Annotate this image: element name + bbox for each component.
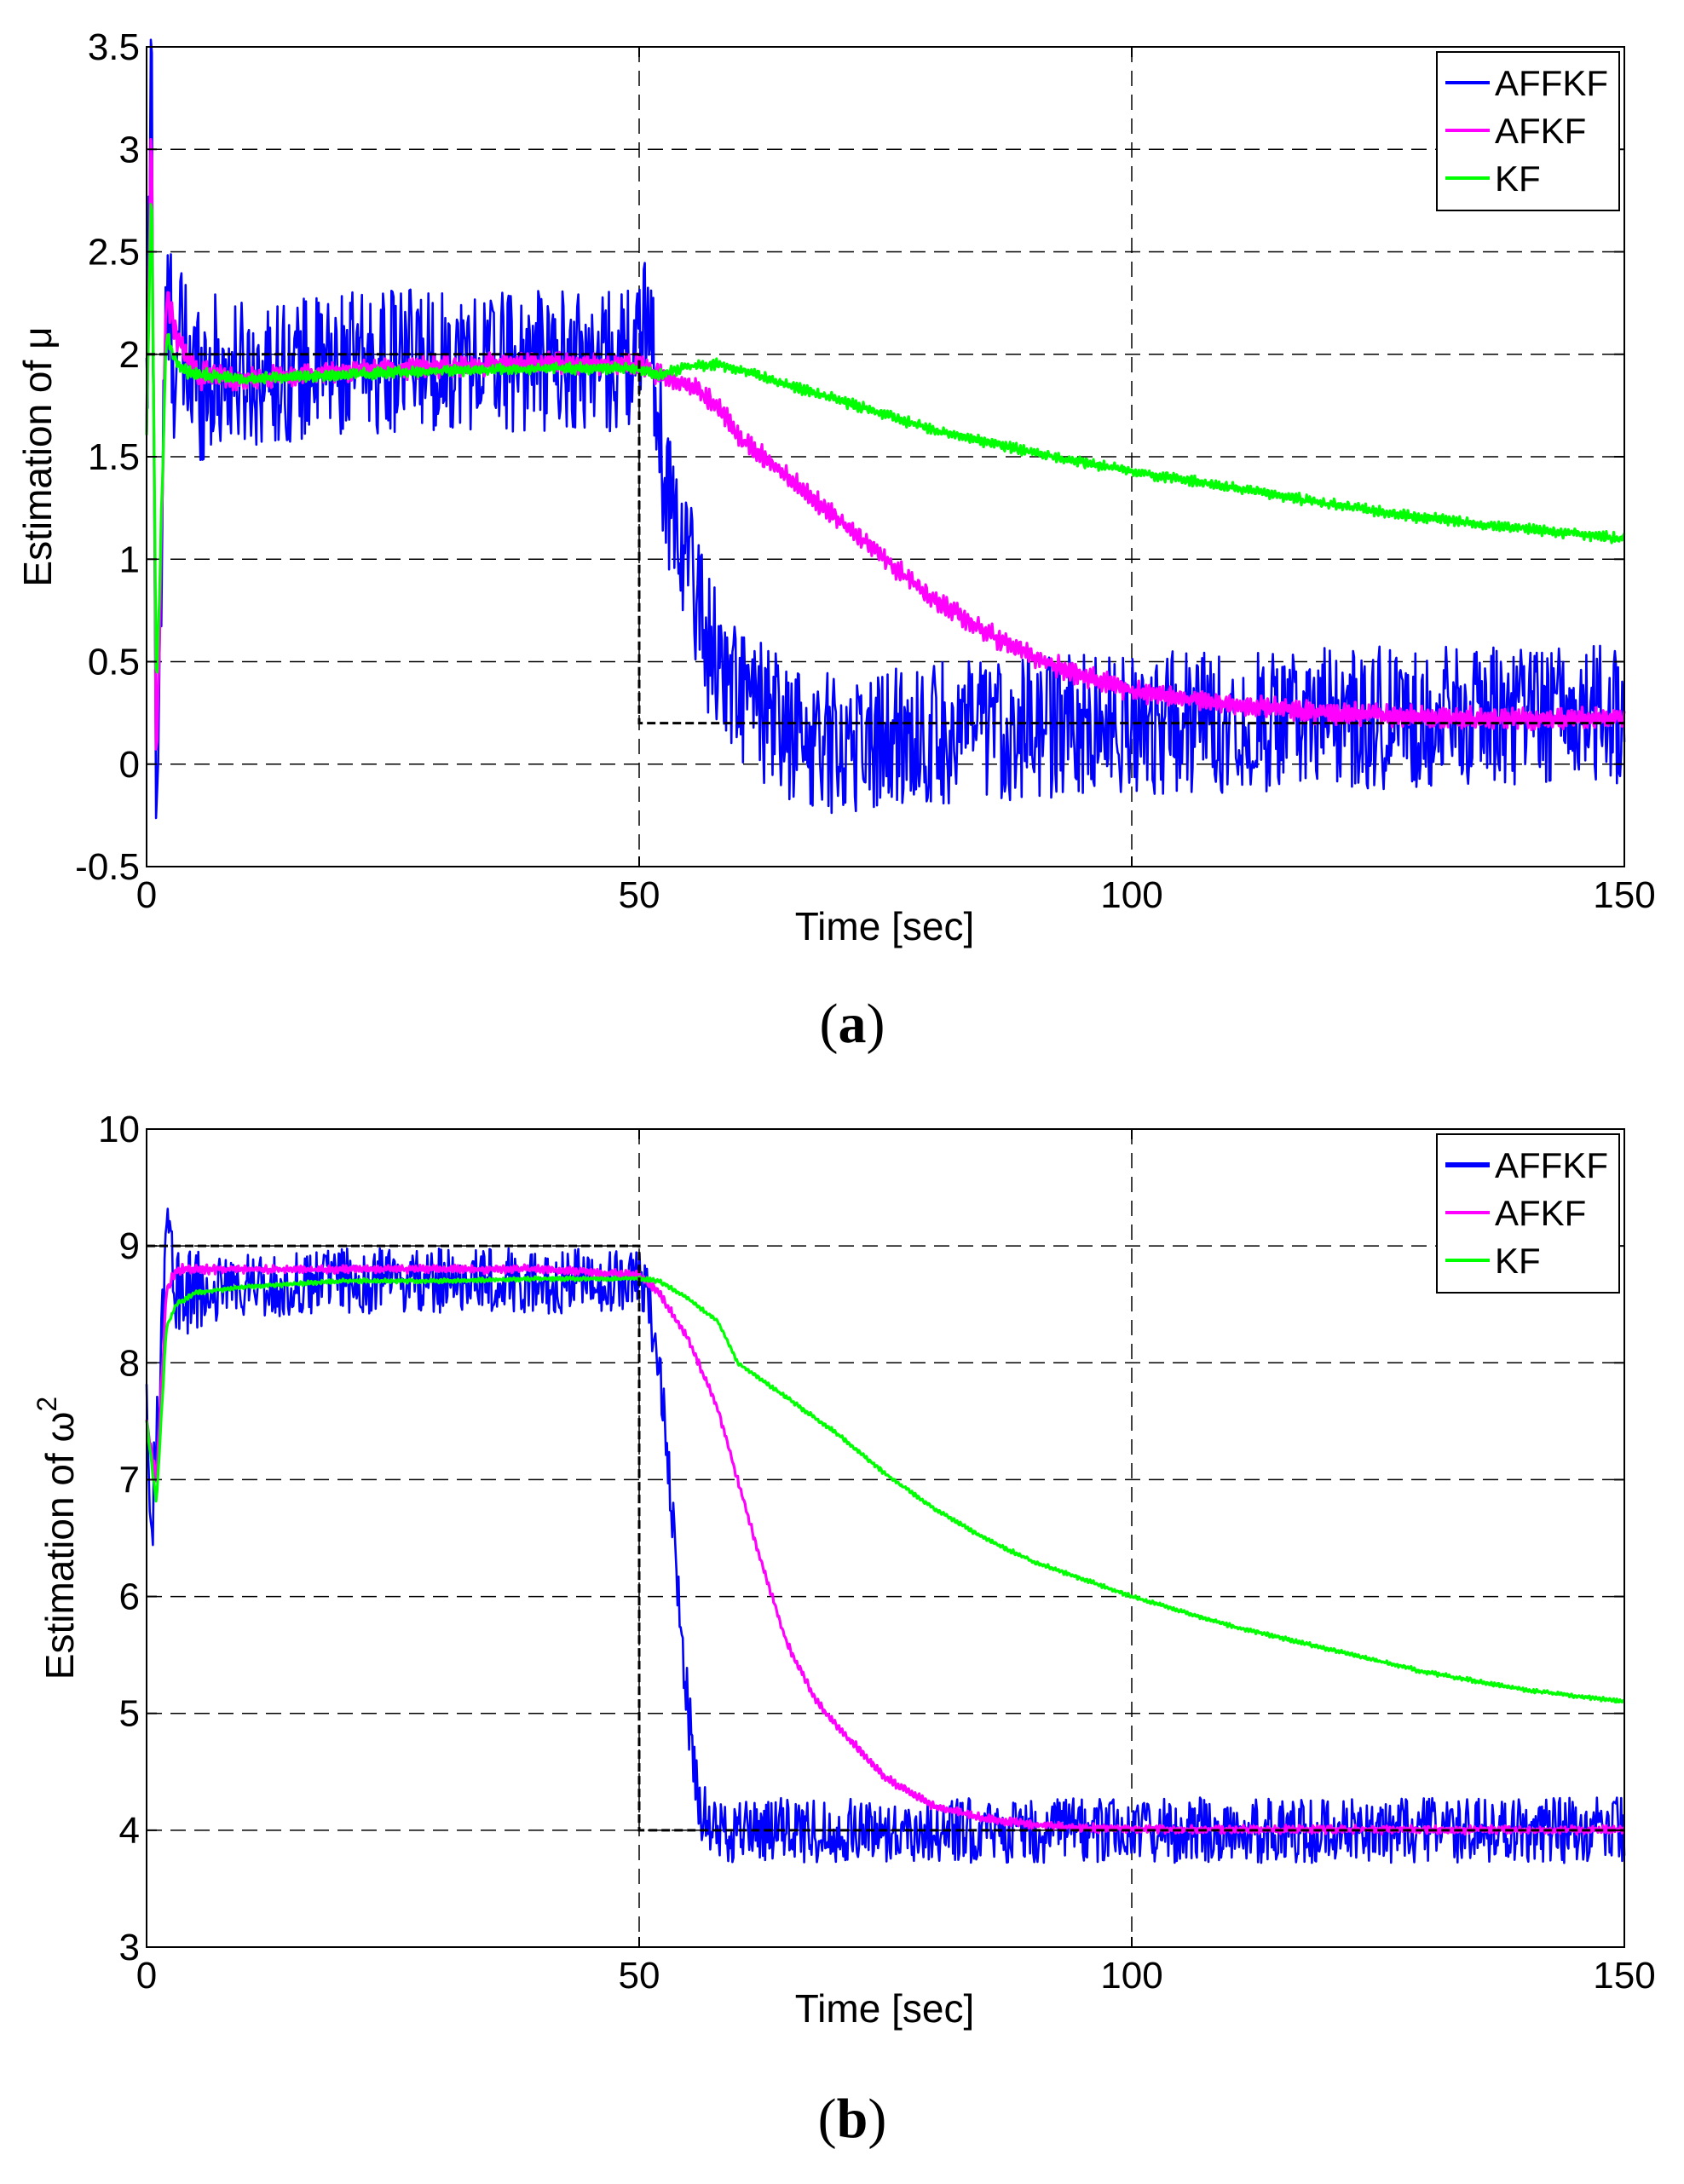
- xlabel-a: Time [sec]: [795, 904, 974, 948]
- caption-b: (b): [818, 2088, 887, 2150]
- caption-b-close-paren: ): [868, 2088, 886, 2150]
- x-tick-label-a-3: 150: [1593, 874, 1655, 916]
- y-tick-label-a-0: -0.5: [75, 846, 140, 888]
- caption-b-open-paren: (: [818, 2088, 837, 2150]
- series-true-value-b: [147, 1244, 1624, 1832]
- y-tick-label-a-3: 1: [119, 539, 140, 580]
- xlabel-b: Time [sec]: [795, 1986, 974, 2031]
- legend-label-affkf-a: AFFKF: [1495, 63, 1608, 103]
- caption-a: (a): [820, 993, 885, 1055]
- ylabel-a: Estimation of μ: [15, 326, 60, 586]
- y-tick-label-a-4: 1.5: [88, 436, 140, 478]
- x-tick-label-b-0: 0: [136, 1955, 157, 1997]
- y-tick-label-a-2: 0.5: [88, 642, 140, 683]
- series-true-value-a: [147, 353, 1624, 725]
- caption-a-open-paren: (: [820, 993, 839, 1055]
- x-tick-label-b-3: 150: [1593, 1955, 1655, 1997]
- y-tick-label-b-0: 3: [119, 1927, 140, 1968]
- ylabel-b-superscript: 2: [32, 1397, 62, 1412]
- legend-label-afkf-a: AFKF: [1495, 111, 1586, 151]
- panel-b: 0 50 100 150 3 4 5 6 7 8 9 10 Time [sec] Estimation…: [32, 1109, 1656, 2150]
- ticks-a: 0 50 100 150-0.500.511.522.533.5: [75, 26, 1656, 916]
- legend-b: AFFKF AFKF KF: [1436, 1133, 1620, 1294]
- axes-frame-b: [146, 1128, 1625, 1948]
- y-tick-label-b-4: 7: [119, 1459, 140, 1501]
- legend-label-kf-a: KF: [1495, 158, 1541, 199]
- y-tick-label-b-5: 8: [119, 1342, 140, 1384]
- series-kf-a: [145, 203, 1626, 674]
- series-b: [145, 1207, 1626, 1864]
- legend-label-affkf-b: AFFKF: [1495, 1145, 1608, 1185]
- caption-a-letter: a: [839, 993, 867, 1055]
- panel-a: 0 50 100 150-0.500.511.522.533.5 Time [sec]…: [15, 26, 1656, 1055]
- y-tick-label-b-3: 6: [119, 1576, 140, 1618]
- x-tick-label-b-1: 50: [619, 1955, 660, 1997]
- legend-a: AFFKF AFKF KF: [1436, 51, 1620, 211]
- series-a: [145, 38, 1626, 820]
- series-affkf-b: [145, 1207, 1626, 1864]
- x-tick-label-a-2: 100: [1100, 874, 1162, 916]
- x-tick-label-b-2: 100: [1100, 1955, 1162, 1997]
- caption-b-letter: b: [837, 2088, 868, 2150]
- ylabel-b: Estimation of ω2: [32, 1397, 82, 1680]
- legend-label-afkf-b: AFKF: [1495, 1193, 1586, 1233]
- y-tick-label-b-1: 4: [119, 1810, 140, 1852]
- ticks-b: 0 50 100 150 3 4 5 6 7 8 9 10: [98, 1109, 1656, 1997]
- y-tick-label-b-7: 10: [98, 1109, 140, 1150]
- y-tick-label-a-8: 3.5: [88, 26, 140, 68]
- y-tick-label-a-5: 2: [119, 334, 140, 376]
- x-tick-label-a-0: 0: [136, 874, 157, 916]
- y-tick-label-b-2: 5: [119, 1693, 140, 1735]
- y-tick-label-a-7: 3: [119, 129, 140, 170]
- y-tick-label-b-6: 9: [119, 1225, 140, 1267]
- series-kf-b: [145, 1275, 1625, 1704]
- y-tick-label-a-6: 2.5: [88, 232, 140, 274]
- caption-a-close-paren: ): [867, 993, 885, 1055]
- ylabel-b-text: Estimation of ω: [37, 1412, 82, 1680]
- legend-label-kf-b: KF: [1495, 1241, 1541, 1281]
- series-afkf-a: [145, 138, 1626, 751]
- y-tick-label-a-1: 0: [119, 744, 140, 786]
- x-tick-label-a-1: 50: [619, 874, 660, 916]
